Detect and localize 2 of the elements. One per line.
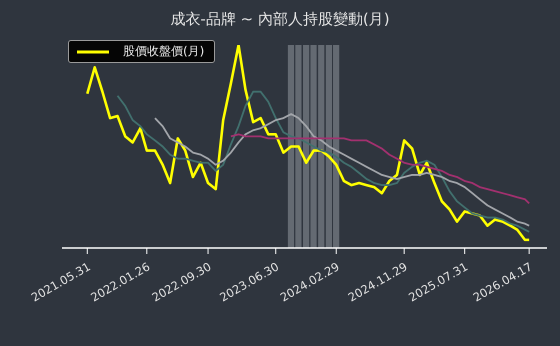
chart-title: 成衣-品牌 ~ 內部人持股變動(月) bbox=[169, 10, 391, 29]
legend-label: 股價收盤價(月) bbox=[123, 43, 204, 60]
